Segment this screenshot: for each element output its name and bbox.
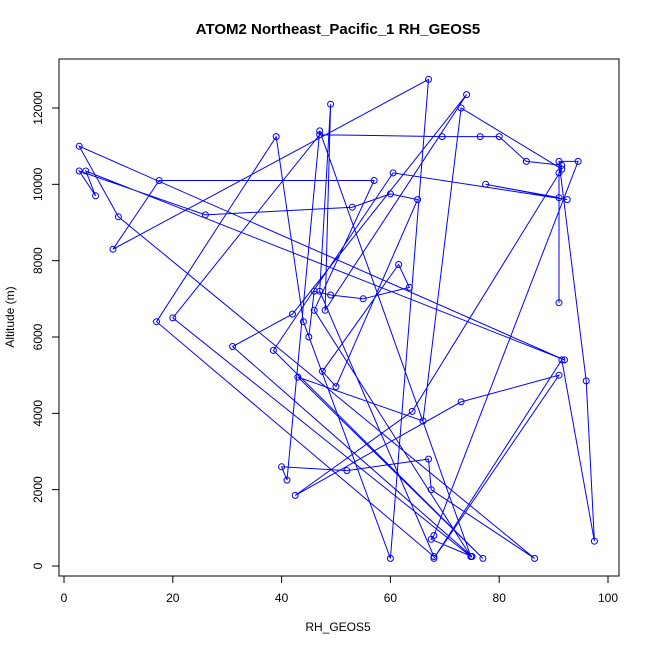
data-point bbox=[343, 467, 351, 475]
data-point bbox=[294, 373, 302, 381]
y-tick-label: 12000 bbox=[31, 91, 45, 125]
data-point bbox=[318, 367, 326, 375]
data-point bbox=[327, 291, 335, 299]
y-tick-label: 6000 bbox=[31, 323, 45, 350]
data-point bbox=[425, 75, 432, 83]
data-point bbox=[75, 167, 83, 175]
data-point bbox=[305, 333, 313, 341]
data-point bbox=[395, 261, 403, 268]
data-point bbox=[405, 283, 413, 291]
plot-frame bbox=[58, 58, 620, 577]
data-point bbox=[563, 196, 571, 204]
x-tick-label: 20 bbox=[166, 591, 180, 605]
data-point bbox=[467, 553, 475, 560]
data-point bbox=[476, 133, 484, 141]
data-point bbox=[321, 306, 329, 314]
data-point bbox=[310, 306, 318, 314]
data-point bbox=[278, 463, 286, 471]
data-point bbox=[299, 318, 307, 326]
series-line bbox=[77, 78, 595, 559]
data-point bbox=[272, 133, 280, 141]
x-tick-label: 40 bbox=[275, 591, 289, 605]
x-tick-label: 60 bbox=[384, 591, 398, 605]
data-point bbox=[482, 180, 490, 188]
data-point bbox=[457, 398, 465, 406]
data-point bbox=[332, 383, 340, 391]
data-point bbox=[155, 177, 163, 184]
data-point bbox=[408, 407, 416, 415]
data-point bbox=[590, 537, 598, 545]
y-tick-label: 0 bbox=[31, 562, 45, 569]
data-point bbox=[414, 196, 422, 204]
data-point bbox=[82, 167, 90, 175]
y-tick-label: 4000 bbox=[31, 400, 45, 427]
data-point bbox=[427, 486, 435, 494]
data-point bbox=[419, 417, 427, 425]
data-point bbox=[316, 127, 324, 135]
data-point bbox=[389, 169, 397, 177]
data-point bbox=[555, 299, 563, 307]
y-axis: 0 2000 4000 6000 8000 10000 12000 bbox=[31, 91, 60, 569]
data-point bbox=[153, 318, 160, 326]
data-point bbox=[359, 295, 367, 303]
data-point bbox=[386, 190, 394, 198]
data-point bbox=[479, 554, 487, 562]
data-point bbox=[438, 133, 446, 141]
x-axis-label: RH_GEOS5 bbox=[305, 620, 371, 634]
data-point bbox=[310, 287, 318, 295]
data-point bbox=[114, 213, 122, 221]
series-rh-geos5 bbox=[75, 75, 598, 562]
data-point bbox=[558, 356, 566, 364]
y-tick-label: 10000 bbox=[31, 167, 45, 201]
data-point bbox=[430, 553, 438, 560]
x-tick-label: 0 bbox=[61, 591, 68, 605]
data-point bbox=[75, 142, 83, 150]
data-point bbox=[169, 314, 177, 322]
data-point bbox=[531, 554, 539, 562]
data-point bbox=[582, 377, 590, 385]
data-point bbox=[283, 476, 291, 484]
data-point bbox=[327, 100, 335, 108]
x-tick-label: 100 bbox=[598, 591, 618, 605]
data-point bbox=[561, 356, 568, 364]
data-point bbox=[92, 192, 100, 200]
data-point bbox=[386, 554, 394, 562]
data-point bbox=[370, 177, 378, 184]
data-point bbox=[555, 194, 563, 202]
data-point bbox=[574, 157, 582, 165]
data-point bbox=[289, 310, 296, 318]
data-point bbox=[555, 169, 563, 177]
y-tick-label: 2000 bbox=[31, 476, 45, 503]
data-point bbox=[229, 343, 237, 350]
data-point bbox=[558, 161, 566, 169]
data-point bbox=[430, 532, 438, 539]
y-axis-label: Altitude (m) bbox=[3, 286, 17, 347]
data-point bbox=[109, 245, 117, 253]
data-point bbox=[348, 203, 356, 211]
y-tick-label: 8000 bbox=[31, 247, 45, 274]
data-point bbox=[316, 131, 324, 139]
data-point bbox=[291, 491, 299, 499]
data-point bbox=[555, 371, 563, 379]
x-axis: 0 20 40 60 80 100 bbox=[61, 575, 618, 605]
x-tick-label: 80 bbox=[493, 591, 507, 605]
data-point bbox=[463, 91, 471, 99]
data-point bbox=[522, 157, 530, 165]
data-point bbox=[425, 455, 432, 463]
data-point bbox=[201, 211, 209, 219]
data-point bbox=[269, 346, 277, 354]
data-point bbox=[430, 554, 438, 562]
data-point bbox=[495, 133, 503, 141]
chart-title: ATOM2 Northeast_Pacific_1 RH_GEOS5 bbox=[196, 21, 481, 38]
data-point bbox=[457, 104, 465, 112]
